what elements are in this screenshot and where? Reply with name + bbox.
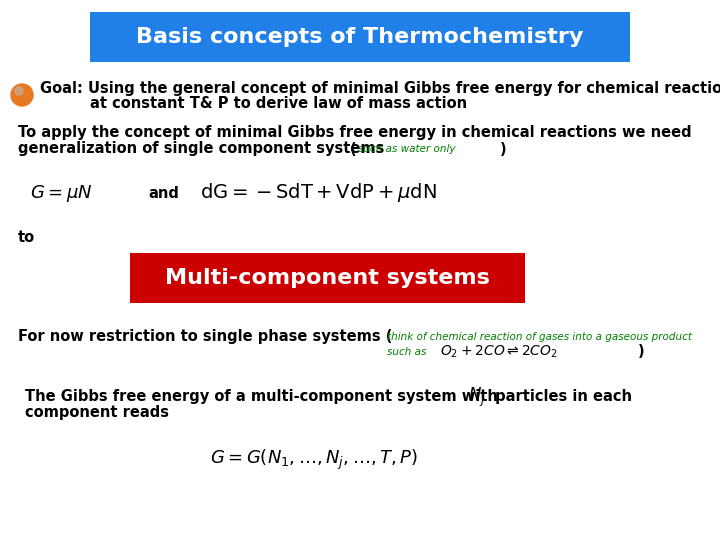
FancyBboxPatch shape bbox=[90, 12, 630, 62]
Text: such as water only: such as water only bbox=[358, 144, 456, 154]
Text: $N_j$: $N_j$ bbox=[468, 386, 486, 409]
Text: $G = G(N_1, \ldots, N_j, \ldots, T, P)$: $G = G(N_1, \ldots, N_j, \ldots, T, P)$ bbox=[210, 448, 418, 472]
Circle shape bbox=[15, 87, 23, 95]
Text: For now restriction to single phase systems (: For now restriction to single phase syst… bbox=[18, 329, 392, 345]
Text: $\mathrm{dG} = -\mathrm{SdT} + \mathrm{VdP} + \mu\mathrm{dN}$: $\mathrm{dG} = -\mathrm{SdT} + \mathrm{V… bbox=[200, 181, 437, 205]
Text: generalization of single component systems: generalization of single component syste… bbox=[18, 141, 390, 157]
Text: $G = \mu N$: $G = \mu N$ bbox=[30, 183, 92, 204]
Text: ): ) bbox=[500, 141, 507, 157]
Text: component reads: component reads bbox=[25, 406, 169, 421]
Text: $O_2 + 2CO \rightleftharpoons 2CO_2$: $O_2 + 2CO \rightleftharpoons 2CO_2$ bbox=[440, 344, 558, 360]
Text: Basis concepts of Thermochemistry: Basis concepts of Thermochemistry bbox=[136, 27, 584, 47]
Text: to: to bbox=[18, 230, 35, 245]
Text: Multi-component systems: Multi-component systems bbox=[165, 268, 490, 288]
Circle shape bbox=[11, 84, 33, 106]
Text: particles in each: particles in each bbox=[490, 389, 632, 404]
Text: at constant T& P to derive law of mass action: at constant T& P to derive law of mass a… bbox=[90, 97, 467, 111]
Text: think of chemical reaction of gases into a gaseous product: think of chemical reaction of gases into… bbox=[387, 332, 692, 342]
Text: such as: such as bbox=[387, 347, 426, 357]
Text: and: and bbox=[148, 186, 179, 200]
Text: Goal: Using the general concept of minimal Gibbs free energy for chemical reacti: Goal: Using the general concept of minim… bbox=[40, 80, 720, 96]
Text: The Gibbs free energy of a multi-component system with: The Gibbs free energy of a multi-compone… bbox=[25, 389, 503, 404]
FancyBboxPatch shape bbox=[130, 253, 525, 303]
Text: (: ( bbox=[350, 141, 356, 157]
Text: ): ) bbox=[638, 345, 644, 360]
Text: To apply the concept of minimal Gibbs free energy in chemical reactions we need: To apply the concept of minimal Gibbs fr… bbox=[18, 125, 692, 140]
